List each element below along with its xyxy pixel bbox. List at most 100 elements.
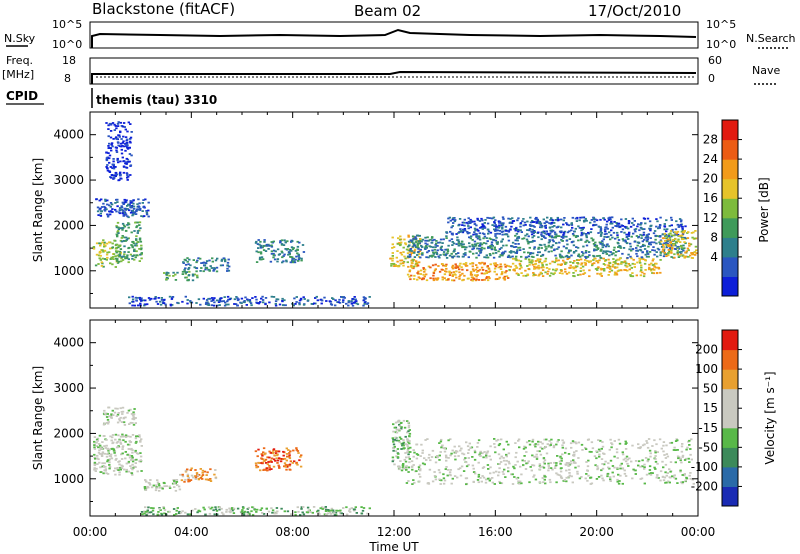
power-cell — [340, 296, 344, 298]
power-cell — [621, 252, 624, 255]
power-cell — [451, 217, 455, 220]
velocity-cell — [124, 434, 128, 437]
velocity-cell — [428, 468, 432, 471]
power-cell — [474, 244, 478, 247]
power-cell — [124, 236, 128, 239]
power-cell — [583, 261, 586, 264]
power-cell — [613, 221, 616, 223]
velocity-cell — [600, 447, 603, 450]
power-cell — [255, 250, 258, 253]
power-cell — [560, 218, 563, 221]
power-cell — [110, 257, 113, 260]
velocity-cell — [146, 509, 149, 512]
velocity-cell — [612, 475, 615, 478]
power-ytick-label: 4000 — [53, 128, 84, 142]
power-cell — [300, 257, 303, 260]
power-cell — [552, 236, 556, 239]
power-cell — [571, 216, 574, 219]
velocity-cell — [418, 473, 421, 476]
velocity-cell — [624, 443, 627, 445]
power-cell — [494, 249, 497, 252]
power-cell — [120, 260, 123, 263]
power-cell — [485, 272, 489, 274]
velocity-cell — [479, 455, 482, 457]
power-cell — [478, 268, 482, 271]
velocity-cell — [268, 450, 271, 453]
velocity-cell — [158, 484, 161, 487]
power-cell — [584, 233, 588, 235]
power-cell — [675, 232, 678, 235]
power-cell — [642, 258, 645, 261]
power-cell — [544, 271, 547, 274]
power-cell — [148, 298, 152, 301]
power-cell — [443, 277, 446, 280]
velocity-cell — [264, 462, 268, 464]
power-cell — [640, 227, 643, 230]
power-cell — [628, 231, 631, 234]
power-cell — [589, 221, 592, 224]
power-cell — [117, 228, 121, 231]
power-cell — [653, 253, 656, 256]
velocity-cell — [104, 447, 107, 449]
power-cell — [476, 247, 479, 250]
velocity-cell — [604, 460, 607, 463]
power-cell — [670, 224, 673, 227]
power-cell — [129, 211, 133, 214]
power-cell — [635, 247, 638, 249]
power-cell — [291, 259, 294, 262]
power-cell — [131, 257, 134, 260]
velocity-cell — [133, 408, 136, 410]
velocity-cell — [325, 513, 328, 516]
power-cell — [454, 267, 457, 269]
power-cell — [560, 235, 563, 238]
power-cell — [612, 258, 615, 260]
power-cell — [465, 246, 468, 249]
velocity-cell — [360, 506, 363, 508]
power-cell — [642, 275, 646, 278]
velocity-cell — [454, 452, 457, 454]
velocity-cell — [400, 442, 403, 445]
velocity-cell — [617, 473, 620, 476]
power-cell — [92, 246, 96, 248]
velocity-cell — [555, 472, 558, 475]
power-cell — [490, 247, 493, 249]
power-cell — [615, 272, 618, 275]
power-cell — [538, 251, 541, 254]
velocity-cell — [624, 448, 628, 450]
power-cell — [114, 255, 117, 258]
power-cell — [659, 243, 662, 245]
velocity-cell — [262, 469, 265, 471]
power-cell — [555, 233, 558, 236]
velocity-cell — [289, 460, 293, 463]
power-cell — [553, 261, 556, 264]
power-cell — [526, 273, 529, 276]
power-cell — [606, 266, 609, 269]
velocity-cell — [189, 469, 192, 471]
power-cell — [413, 238, 416, 241]
power-cell — [667, 252, 670, 255]
velocity-cell — [498, 467, 501, 470]
velocity-cell — [106, 448, 109, 450]
power-cell — [635, 252, 638, 255]
power-cell — [584, 251, 588, 254]
power-cell — [687, 249, 690, 252]
power-cell — [640, 264, 643, 267]
power-cell — [412, 265, 416, 268]
velocity-cell — [342, 507, 345, 509]
power-cell — [641, 271, 644, 274]
power-cell — [655, 251, 658, 253]
power-cell — [399, 235, 402, 238]
power-cell — [213, 301, 216, 304]
power-cell — [610, 253, 614, 256]
velocity-cell — [93, 456, 96, 459]
velocity-cell — [108, 448, 111, 451]
power-cell — [541, 262, 544, 264]
velocity-cell — [424, 439, 427, 441]
velocity-cell — [129, 408, 132, 411]
velocity-cell — [650, 472, 653, 474]
power-cell — [539, 222, 543, 225]
power-cell — [512, 269, 515, 271]
power-cell — [686, 247, 690, 250]
velocity-colorbar-tick-label: -50 — [698, 440, 718, 454]
